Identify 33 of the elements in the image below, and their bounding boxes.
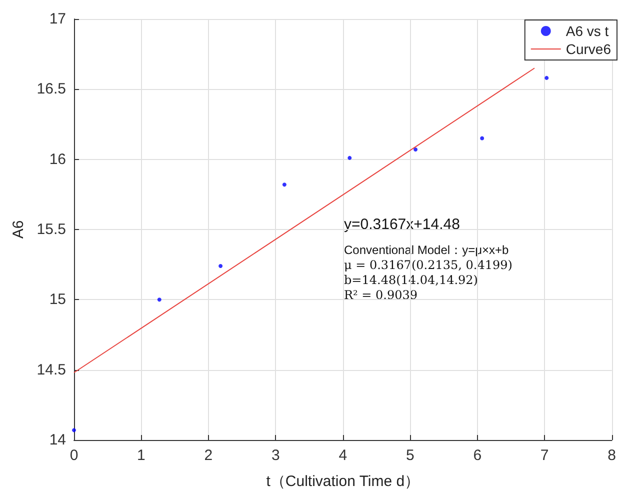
legend-label: A6 vs t (566, 23, 609, 39)
x-tick-label: 0 (70, 447, 78, 464)
y-tick-label: 14 (49, 432, 66, 448)
point (157, 298, 162, 302)
legend-label: Curve6 (566, 41, 612, 57)
point (480, 136, 484, 140)
y-tick-label: 16.5 (36, 80, 66, 98)
y-tick-label: 14.5 (36, 361, 66, 378)
x-tick-label: 4 (338, 447, 348, 464)
point (544, 76, 549, 80)
y-tick-label: 16 (49, 150, 66, 168)
point (414, 148, 418, 152)
x-tick-label: 3 (272, 447, 280, 464)
x-tick-label: 6 (473, 447, 482, 464)
x-tick-label: 5 (406, 447, 414, 464)
annotation: R² = 0.9039 (344, 288, 418, 302)
x-tick-label: 2 (204, 447, 213, 464)
y-tick-label: 15 (49, 291, 66, 308)
point (218, 264, 223, 268)
annotation: Conventional Model：y=μ×x+b (344, 243, 510, 257)
x-axis-title: t（Cultivation Time d） (266, 473, 420, 490)
point (72, 428, 76, 432)
y-tick-label: 15.5 (36, 221, 66, 238)
x-tick-label: 8 (608, 447, 616, 464)
x-tick-label: 7 (540, 447, 549, 464)
x-tick-label: 1 (137, 447, 146, 464)
point (348, 156, 352, 160)
annotation: b=14.48(14.04,14.92) (344, 273, 478, 287)
annotation: y=0.3167x+14.48 (344, 216, 460, 233)
y-axis-title: A6 (10, 220, 27, 239)
y-tick-label: 17 (49, 10, 66, 28)
annotation: μ = 0.3167(0.2135, 0.4199) (344, 258, 512, 272)
point (282, 182, 286, 187)
